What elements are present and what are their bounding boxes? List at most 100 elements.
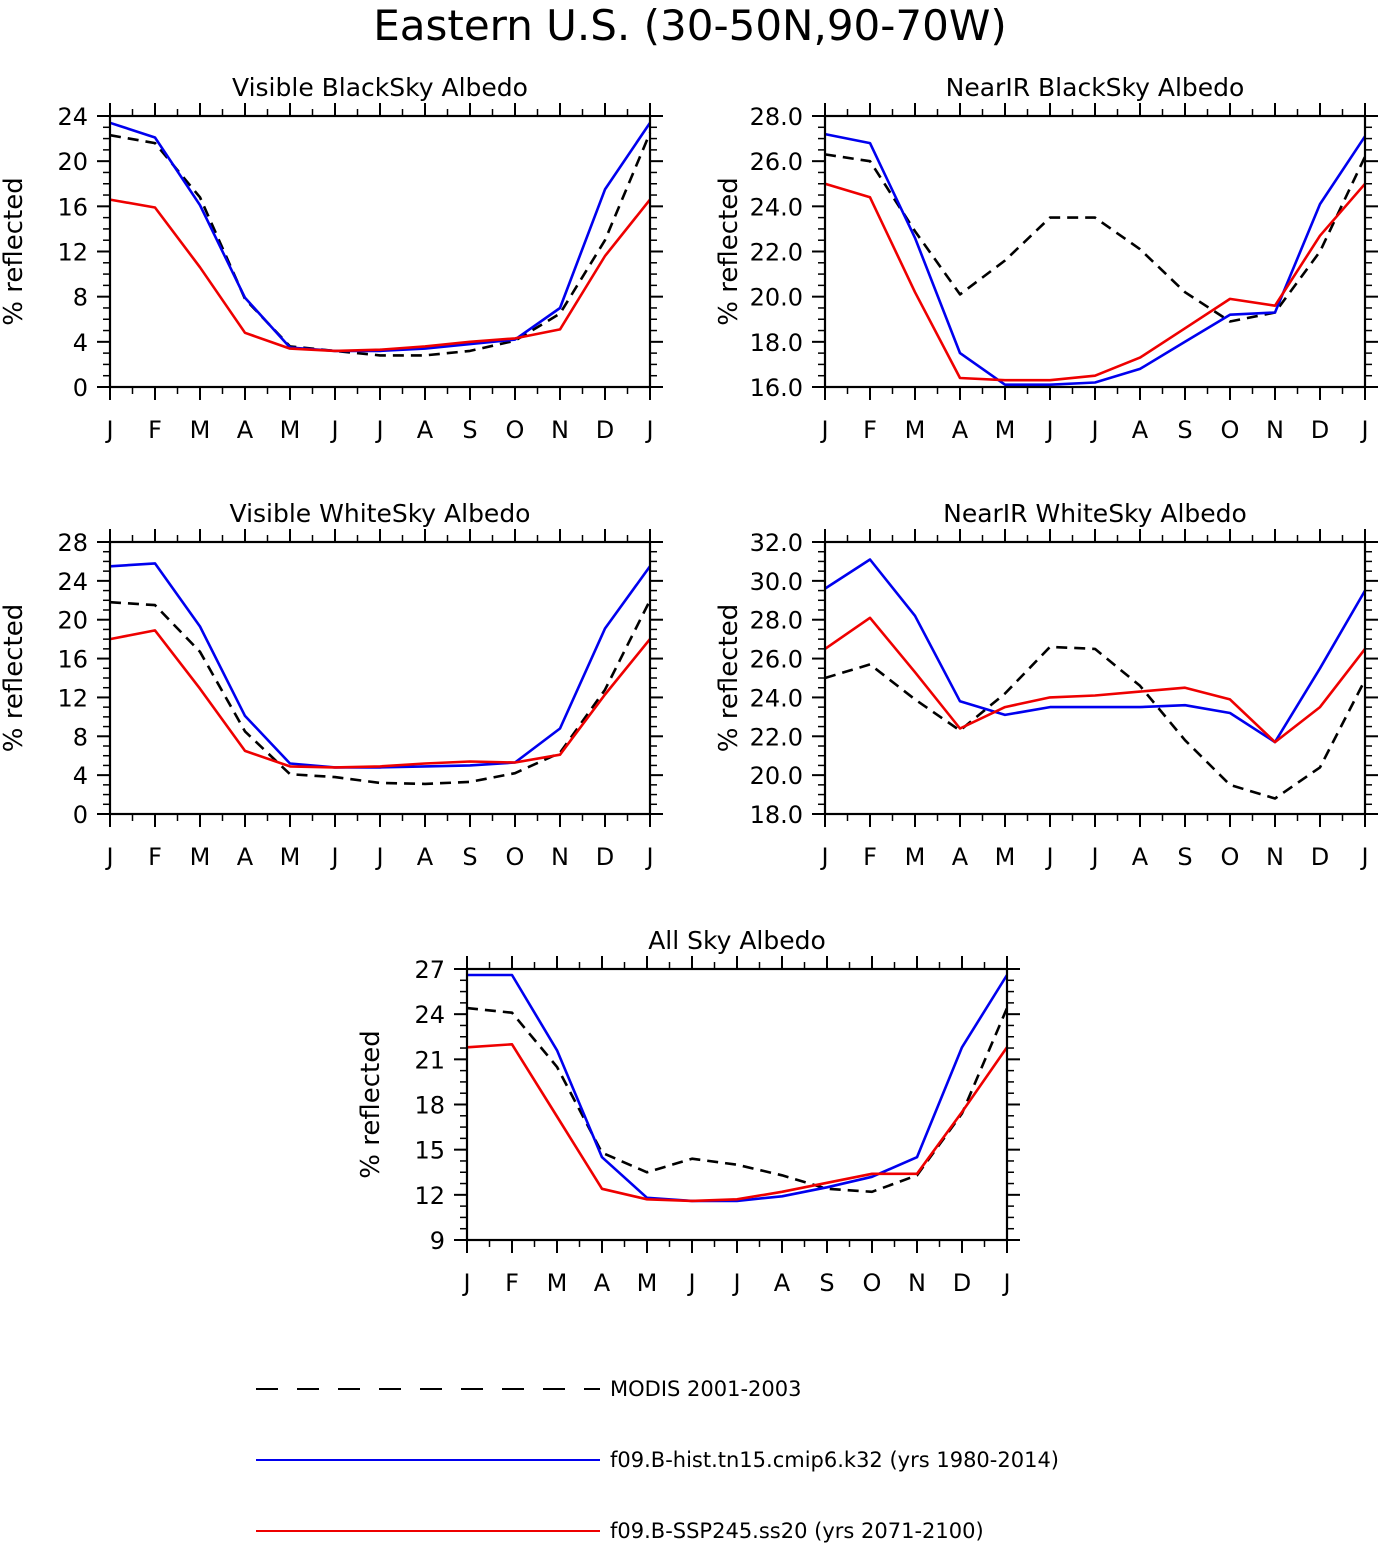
- y-tick-label: 0: [73, 801, 88, 829]
- y-tick-label: 16.0: [750, 374, 803, 402]
- series-line-ssp: [109, 198, 652, 353]
- x-tick-label: D: [1311, 416, 1329, 444]
- y-tick-label: 18.0: [750, 801, 803, 829]
- x-tick-label: A: [237, 416, 254, 444]
- y-tick-label: 24: [414, 1001, 445, 1029]
- x-tick-label: A: [237, 843, 254, 871]
- legend-item-ssp: f09.B-SSP245.ss20 (yrs 2071-2100): [256, 1519, 984, 1543]
- panel-title: Visible BlackSky Albedo: [232, 73, 528, 102]
- y-tick-label: 26.0: [750, 646, 803, 674]
- y-axis-label: % reflected: [0, 177, 29, 325]
- x-tick-label: J: [644, 416, 653, 444]
- x-tick-label: D: [1311, 843, 1329, 871]
- y-tick-label: 12: [57, 239, 88, 267]
- legend-label-modis: MODIS 2001-2003: [610, 1377, 801, 1401]
- y-tick-label: 4: [73, 762, 88, 790]
- panel-title: All Sky Albedo: [648, 926, 826, 955]
- x-tick-label: M: [547, 1269, 568, 1297]
- x-tick-label: A: [774, 1269, 791, 1297]
- x-tick-label: M: [637, 1269, 658, 1297]
- series-line-hist: [824, 558, 1367, 744]
- y-tick-label: 4: [73, 329, 88, 357]
- x-tick-label: D: [596, 843, 614, 871]
- x-tick-label: M: [280, 416, 301, 444]
- y-tick-label: 16: [57, 646, 88, 674]
- series-line-modis: [109, 599, 652, 786]
- x-tick-label: F: [863, 843, 877, 871]
- y-tick-label: 12: [57, 684, 88, 712]
- x-tick-label: A: [417, 843, 434, 871]
- x-tick-label: O: [506, 843, 525, 871]
- x-tick-label: M: [905, 416, 926, 444]
- x-tick-label: A: [1132, 843, 1149, 871]
- x-tick-label: S: [1177, 416, 1192, 444]
- y-tick-label: 12: [414, 1182, 445, 1210]
- y-tick-label: 20.0: [750, 762, 803, 790]
- legend-item-hist: f09.B-hist.tn15.cmip6.k32 (yrs 1980-2014…: [256, 1448, 1059, 1472]
- y-tick-label: 20.0: [750, 284, 803, 312]
- y-tick-label: 30.0: [750, 568, 803, 596]
- y-tick-label: 32.0: [750, 529, 803, 557]
- x-tick-label: J: [819, 416, 828, 444]
- series-line-ssp: [824, 616, 1367, 744]
- x-tick-label: N: [908, 1269, 926, 1297]
- legend-label-hist: f09.B-hist.tn15.cmip6.k32 (yrs 1980-2014…: [610, 1448, 1059, 1472]
- x-tick-label: J: [1359, 416, 1368, 444]
- x-tick-label: J: [1044, 843, 1053, 871]
- y-tick-label: 20: [57, 148, 88, 176]
- plot-frame: [823, 540, 1367, 816]
- x-tick-label: A: [594, 1269, 611, 1297]
- x-tick-label: N: [1266, 843, 1284, 871]
- y-tick-label: 26.0: [750, 148, 803, 176]
- plot-frame: [823, 114, 1367, 389]
- x-tick-label: J: [1359, 843, 1368, 871]
- legend: MODIS 2001-2003 f09.B-hist.tn15.cmip6.k3…: [256, 1377, 1059, 1543]
- x-tick-label: M: [190, 843, 211, 871]
- y-tick-label: 0: [73, 374, 88, 402]
- y-tick-label: 27: [414, 956, 445, 984]
- x-tick-label: N: [551, 843, 569, 871]
- x-tick-label: F: [863, 416, 877, 444]
- y-axis-label: % reflected: [356, 1030, 386, 1178]
- plot-frame: [108, 114, 652, 389]
- x-tick-label: D: [953, 1269, 971, 1297]
- legend-item-modis: MODIS 2001-2003: [256, 1377, 801, 1401]
- series-line-hist: [109, 562, 652, 769]
- x-tick-label: N: [551, 416, 569, 444]
- x-tick-label: O: [1221, 843, 1240, 871]
- x-tick-label: J: [374, 843, 383, 871]
- x-tick-label: M: [905, 843, 926, 871]
- series-line-ssp: [824, 182, 1366, 382]
- x-tick-label: J: [461, 1269, 470, 1297]
- series-line-modis: [466, 1006, 1009, 1194]
- x-tick-label: J: [644, 843, 653, 871]
- series-line-ssp: [466, 1043, 1009, 1203]
- y-tick-label: 28.0: [750, 103, 803, 131]
- y-tick-label: 22.0: [750, 723, 803, 751]
- x-tick-label: J: [1001, 1269, 1010, 1297]
- x-tick-label: J: [1089, 416, 1098, 444]
- x-tick-label: J: [1089, 843, 1098, 871]
- x-tick-label: J: [329, 843, 338, 871]
- x-tick-label: D: [596, 416, 614, 444]
- x-tick-label: M: [995, 416, 1016, 444]
- y-axis-label: % reflected: [0, 604, 29, 752]
- x-tick-label: J: [819, 843, 828, 871]
- y-tick-label: 24.0: [750, 684, 803, 712]
- legend-label-ssp: f09.B-SSP245.ss20 (yrs 2071-2100): [610, 1519, 984, 1543]
- panel-title: NearIR BlackSky Albedo: [946, 73, 1245, 102]
- y-axis-label: % reflected: [714, 177, 744, 325]
- x-tick-label: F: [148, 843, 162, 871]
- y-tick-label: 22.0: [750, 239, 803, 267]
- y-tick-label: 21: [414, 1046, 445, 1074]
- y-tick-label: 24.0: [750, 193, 803, 221]
- y-tick-label: 20: [57, 607, 88, 635]
- x-tick-label: J: [374, 416, 383, 444]
- figure-title: Eastern U.S. (30-50N,90-70W): [373, 1, 1007, 50]
- x-tick-label: F: [148, 416, 162, 444]
